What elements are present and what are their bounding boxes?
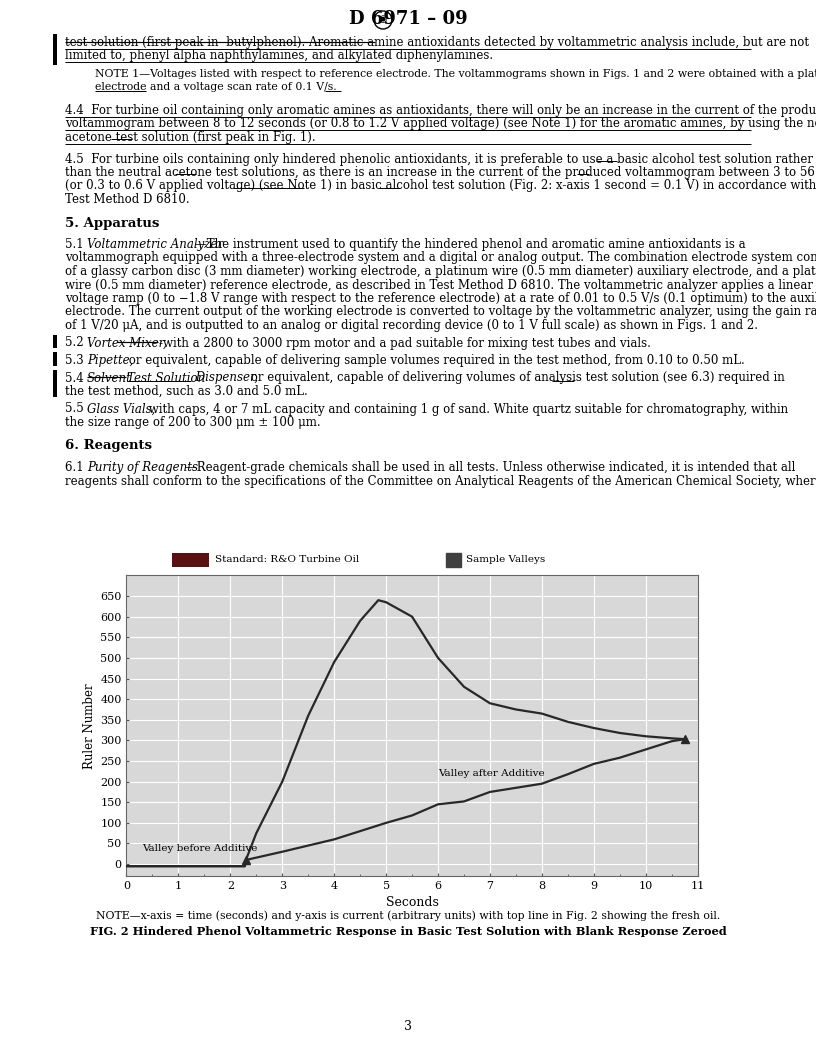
Text: 5. Apparatus: 5. Apparatus (65, 216, 159, 229)
Bar (446, 552, 461, 567)
Text: Standard: R&O Turbine Oil: Standard: R&O Turbine Oil (215, 554, 359, 564)
Text: FIG. 2 Hindered Phenol Voltammetric Response in Basic Test Solution with Blank R: FIG. 2 Hindered Phenol Voltammetric Resp… (90, 926, 726, 937)
Text: 5.2: 5.2 (65, 337, 91, 350)
Text: or equivalent, capable of delivering volumes of analysis test solution (see 6.3): or equivalent, capable of delivering vol… (247, 372, 785, 384)
Text: acetone test solution (first peak in Fig. 1).: acetone test solution (first peak in Fig… (65, 131, 316, 144)
Text: Test Solution: Test Solution (127, 372, 206, 384)
Text: reagents shall conform to the specifications of the Committee on Analytical Reag: reagents shall conform to the specificat… (65, 474, 816, 488)
Text: Dispenser,: Dispenser, (192, 372, 258, 384)
Text: Valley before Additive: Valley before Additive (142, 844, 257, 852)
Text: wire (0.5 mm diameter) reference electrode, as described in Test Method D 6810. : wire (0.5 mm diameter) reference electro… (65, 279, 813, 291)
Text: Voltammetric Analyzer: Voltammetric Analyzer (87, 238, 223, 251)
Text: with caps, 4 or 7 mL capacity and containing 1 g of sand. White quartz suitable : with caps, 4 or 7 mL capacity and contai… (145, 402, 788, 415)
Text: ◉: ◉ (379, 14, 388, 24)
Text: of a glassy carbon disc (3 mm diameter) working electrode, a platinum wire (0.5 : of a glassy carbon disc (3 mm diameter) … (65, 265, 816, 278)
Text: Pipette,: Pipette, (87, 354, 133, 367)
Bar (53, 352, 57, 365)
Text: —The instrument used to quantify the hindered phenol and aromatic amine antioxid: —The instrument used to quantify the hin… (195, 238, 746, 251)
Text: voltammogram between 8 to 12 seconds (or 0.8 to 1.2 V applied voltage) (see Note: voltammogram between 8 to 12 seconds (or… (65, 117, 816, 131)
Text: 4.4  For turbine oil containing only aromatic amines as antioxidants, there will: 4.4 For turbine oil containing only arom… (65, 103, 816, 117)
X-axis label: Seconds: Seconds (386, 895, 438, 908)
Text: test solution (first peak in ‑butylphenol). Aromatic amine antioxidants detected: test solution (first peak in ‑butylpheno… (65, 36, 809, 49)
Text: NOTE—x-axis = time (seconds) and y-axis is current (arbitrary units) with top li: NOTE—x-axis = time (seconds) and y-axis … (95, 910, 721, 921)
Text: —Reagent-grade chemicals shall be used in all tests. Unless otherwise indicated,: —Reagent-grade chemicals shall be used i… (185, 461, 796, 474)
Y-axis label: Ruler Number: Ruler Number (83, 683, 96, 769)
Text: 5.1: 5.1 (65, 238, 91, 251)
Bar (53, 335, 57, 348)
Text: Sample Valleys: Sample Valleys (466, 554, 546, 564)
Text: voltage ramp (0 to −1.8 V range with respect to the reference electrode) at a ra: voltage ramp (0 to −1.8 V range with res… (65, 293, 816, 305)
Text: Glass Vials,: Glass Vials, (87, 402, 155, 415)
Text: or equivalent, capable of delivering sample volumes required in the test method,: or equivalent, capable of delivering sam… (125, 354, 745, 367)
Text: (or 0.3 to 0.6 V applied voltage) (see Note 1) in basic alcohol test solution (F: (or 0.3 to 0.6 V applied voltage) (see N… (65, 180, 816, 192)
Text: 5.5: 5.5 (65, 402, 91, 415)
Text: than the neutral acetone test solutions, as there is an increase in the current : than the neutral acetone test solutions,… (65, 166, 816, 180)
Text: Purity of Reagents: Purity of Reagents (87, 461, 198, 474)
Text: -with a 2800 to 3000 rpm motor and a pad suitable for mixing test tubes and vial: -with a 2800 to 3000 rpm motor and a pad… (159, 337, 651, 350)
Text: 3: 3 (404, 1020, 412, 1033)
Bar (172, 552, 209, 567)
Text: Valley after Additive: Valley after Additive (438, 769, 544, 777)
Text: Vortex Mixer,: Vortex Mixer, (87, 337, 166, 350)
Text: 4.5  For turbine oils containing only hindered phenolic antioxidants, it is pref: 4.5 For turbine oils containing only hin… (65, 152, 813, 166)
Text: 6. Reagents: 6. Reagents (65, 439, 152, 453)
Text: voltammograph equipped with a three-electrode system and a digital or analog out: voltammograph equipped with a three-elec… (65, 251, 816, 264)
Text: the test method, such as 3.0 and 5.0 mL.: the test method, such as 3.0 and 5.0 mL. (65, 385, 308, 398)
Text: 5.4: 5.4 (65, 372, 91, 384)
Text: electrode and a voltage scan rate of 0.1 V/s.: electrode and a voltage scan rate of 0.1… (95, 82, 337, 93)
Text: 6.1: 6.1 (65, 461, 91, 474)
Text: electrode. The current output of the working electrode is converted to voltage b: electrode. The current output of the wor… (65, 305, 816, 319)
Bar (53, 370, 57, 396)
Text: limited to, phenyl alpha naphthylamines, and alkylated diphenylamines.: limited to, phenyl alpha naphthylamines,… (65, 50, 493, 62)
Text: the size range of 200 to 300 μm ± 100 μm.: the size range of 200 to 300 μm ± 100 μm… (65, 416, 321, 429)
Text: D 6971 – 09: D 6971 – 09 (348, 10, 468, 29)
Text: 5.3: 5.3 (65, 354, 91, 367)
Text: Test Method D 6810.: Test Method D 6810. (65, 193, 189, 206)
Text: of 1 V/20 μA, and is outputted to an analog or digital recording device (0 to 1 : of 1 V/20 μA, and is outputted to an ana… (65, 319, 758, 332)
Text: NOTE 1—Voltages listed with respect to reference electrode. The voltammograms sh: NOTE 1—Voltages listed with respect to r… (95, 69, 816, 79)
Text: Solvent: Solvent (87, 372, 132, 384)
Bar (53, 34, 57, 65)
